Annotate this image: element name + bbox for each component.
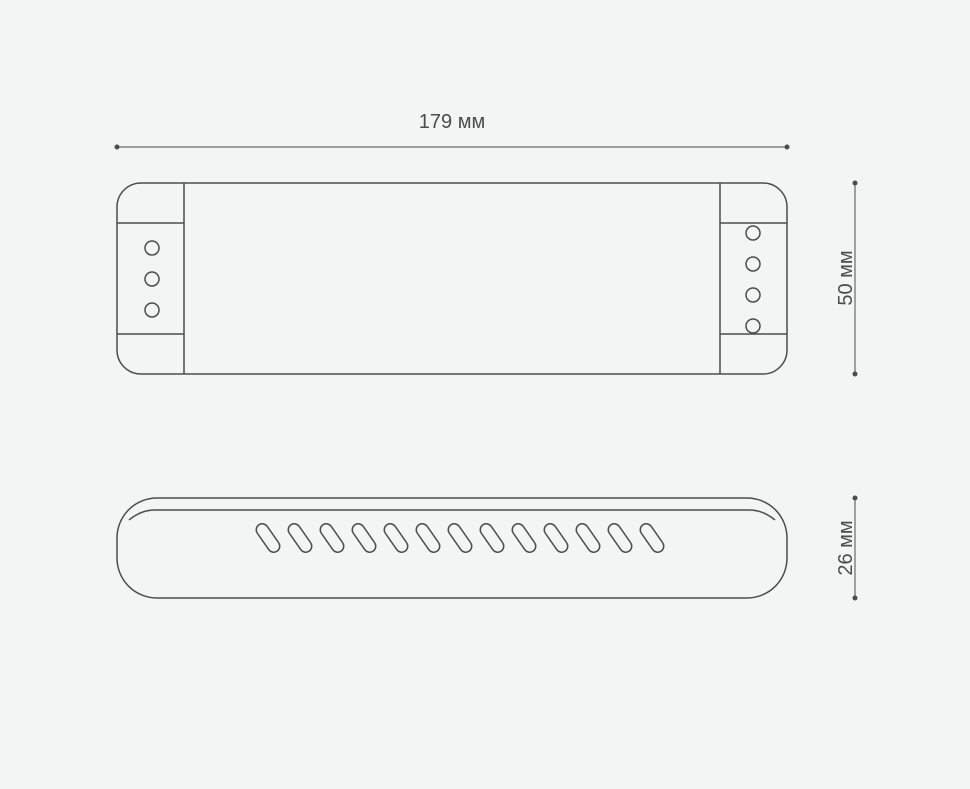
dim-label: 179 мм: [419, 111, 485, 133]
dim-label: 26 мм: [835, 520, 857, 575]
dim-label: 50 мм: [835, 250, 857, 305]
